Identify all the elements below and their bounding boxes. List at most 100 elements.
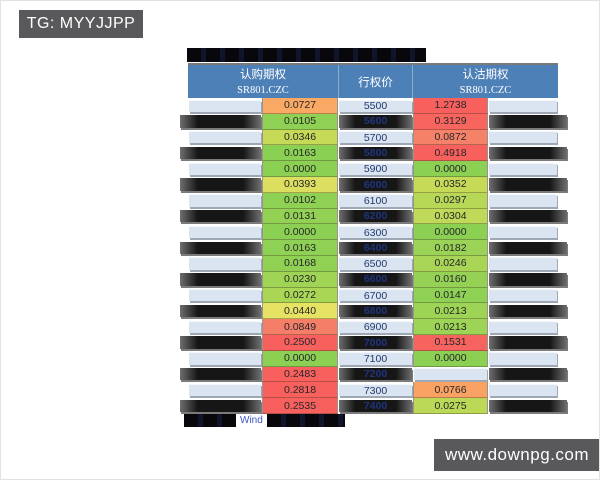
strike-price-cell: 6300 (338, 224, 413, 240)
footer-redaction-bar-right (266, 414, 345, 427)
strike-price-cell: 5700 (338, 130, 413, 146)
put-value-cell: 0.0872 (413, 129, 488, 146)
strike-price-cell: 6900 (338, 319, 413, 335)
strike-pill: 6500 (339, 257, 412, 270)
put-value-cell: 0.0297 (413, 192, 488, 209)
call-value-cell: 0.0168 (262, 255, 338, 272)
strike-price-cell: 5500 (338, 98, 413, 114)
left-spacer-pill (180, 336, 261, 349)
strike-price-cell: 6400 (338, 240, 413, 256)
left-spacer-pill (189, 352, 261, 365)
right-spacer-pill (489, 146, 567, 160)
strike-pill: 5500 (339, 99, 412, 112)
table-row: 0.0102 6100 0.0297 (188, 192, 558, 209)
left-spacer-pill (180, 399, 261, 412)
call-value-cell: 0.0131 (262, 208, 338, 225)
left-spacer-pill (189, 320, 261, 333)
put-value-cell: 0.1531 (413, 334, 488, 351)
call-value-cell: 0.0163 (262, 240, 338, 256)
table-row: 0.2818 7300 0.0766 (188, 382, 558, 399)
put-value-cell: 0.0160 (413, 271, 488, 288)
row-right-spacer-cell (488, 335, 567, 351)
table-title-redaction-bar (187, 48, 426, 62)
right-spacer-pill (489, 399, 567, 412)
table-row: 0.0440 6800 0.0213 (180, 303, 567, 320)
call-value-cell: 0.0000 (262, 350, 338, 367)
strike-pill: 6600 (339, 273, 412, 286)
row-left-spacer-cell (180, 177, 262, 193)
row-left-spacer-cell (188, 224, 262, 240)
put-value-cell: 0.4918 (413, 145, 488, 162)
row-right-spacer-cell (488, 177, 567, 193)
strike-pill: 6900 (339, 320, 412, 333)
call-value-cell: 0.0440 (262, 303, 338, 320)
strike-price-cell: 6000 (338, 177, 413, 193)
right-spacer-pill (489, 115, 567, 128)
row-left-spacer-cell (180, 335, 262, 351)
strike-pill: 5900 (339, 162, 412, 175)
strike-pill: 7200 (339, 368, 412, 381)
strike-pill: 6100 (339, 194, 412, 207)
call-value-cell: 0.0230 (262, 271, 338, 288)
strike-price-cell: 6200 (338, 209, 413, 225)
watermark-text: www.downpg.com (444, 445, 589, 464)
put-value-cell: 0.3129 (413, 113, 488, 130)
row-right-spacer-cell (488, 145, 567, 161)
right-spacer-pill (489, 383, 557, 397)
strike-pill: 6000 (339, 178, 412, 191)
right-spacer-pill (489, 162, 557, 175)
strike-price-cell: 5800 (338, 145, 413, 161)
watermark-badge: www.downpg.com (434, 439, 599, 471)
right-spacer-pill (489, 210, 567, 223)
left-spacer-pill (189, 225, 261, 239)
left-spacer-pill (180, 304, 261, 318)
strike-price-cell: 6700 (338, 288, 413, 304)
row-right-spacer-cell (488, 256, 558, 272)
row-right-spacer-cell (488, 240, 567, 256)
row-right-spacer-cell (488, 224, 558, 240)
strike-pill: 7400 (339, 399, 412, 412)
left-spacer-pill (180, 178, 261, 191)
right-spacer-pill (489, 352, 557, 365)
strike-price-cell: 6500 (338, 256, 413, 272)
table-row: 0.0168 6500 0.0246 (188, 255, 558, 272)
put-value-cell: 0.0352 (413, 176, 488, 193)
right-spacer-pill (489, 304, 567, 318)
left-spacer-pill (180, 241, 261, 254)
right-spacer-pill (489, 241, 567, 254)
empty-put-pill (414, 368, 487, 381)
call-value-cell: 0.0727 (262, 98, 338, 114)
left-spacer-pill (180, 368, 261, 381)
right-spacer-pill (489, 273, 567, 286)
row-right-spacer-cell (488, 161, 558, 177)
left-spacer-pill (189, 131, 261, 144)
call-value-cell: 0.2818 (262, 382, 338, 399)
telegram-handle-text: TG: MYYJJPP (26, 15, 136, 32)
put-options-group-header: 认沽期权 (462, 68, 509, 81)
put-value-cell: 0.0275 (413, 398, 488, 414)
table-row: 0.2483 7200 (180, 366, 567, 383)
call-value-cell: 0.2535 (262, 398, 338, 414)
right-spacer-pill (489, 289, 557, 302)
call-value-cell: 0.2483 (262, 366, 338, 383)
right-spacer-pill (489, 225, 557, 239)
row-left-spacer-cell (188, 161, 262, 177)
strike-price-cell: 7200 (338, 367, 413, 383)
put-value-cell: 0.0766 (413, 382, 488, 399)
call-value-cell: 0.0393 (262, 176, 338, 193)
put-contract-header: SR801.CZC (459, 84, 512, 96)
row-left-spacer-cell (180, 209, 262, 225)
left-spacer-pill (180, 273, 261, 286)
left-spacer-pill (180, 210, 261, 223)
row-right-spacer-cell (488, 209, 567, 225)
put-value-cell: 0.0182 (413, 240, 488, 256)
left-spacer-pill (189, 99, 261, 112)
strike-price-cell: 6600 (338, 272, 413, 288)
table-row: 0.0346 5700 0.0872 (188, 129, 558, 146)
left-spacer-pill (189, 289, 261, 302)
row-left-spacer-cell (188, 193, 262, 209)
strike-price-cell: 5900 (338, 161, 413, 177)
strike-price-cell: 6800 (338, 303, 413, 319)
put-value-cell: 0.0000 (413, 224, 488, 241)
call-value-cell: 0.0000 (262, 224, 338, 241)
